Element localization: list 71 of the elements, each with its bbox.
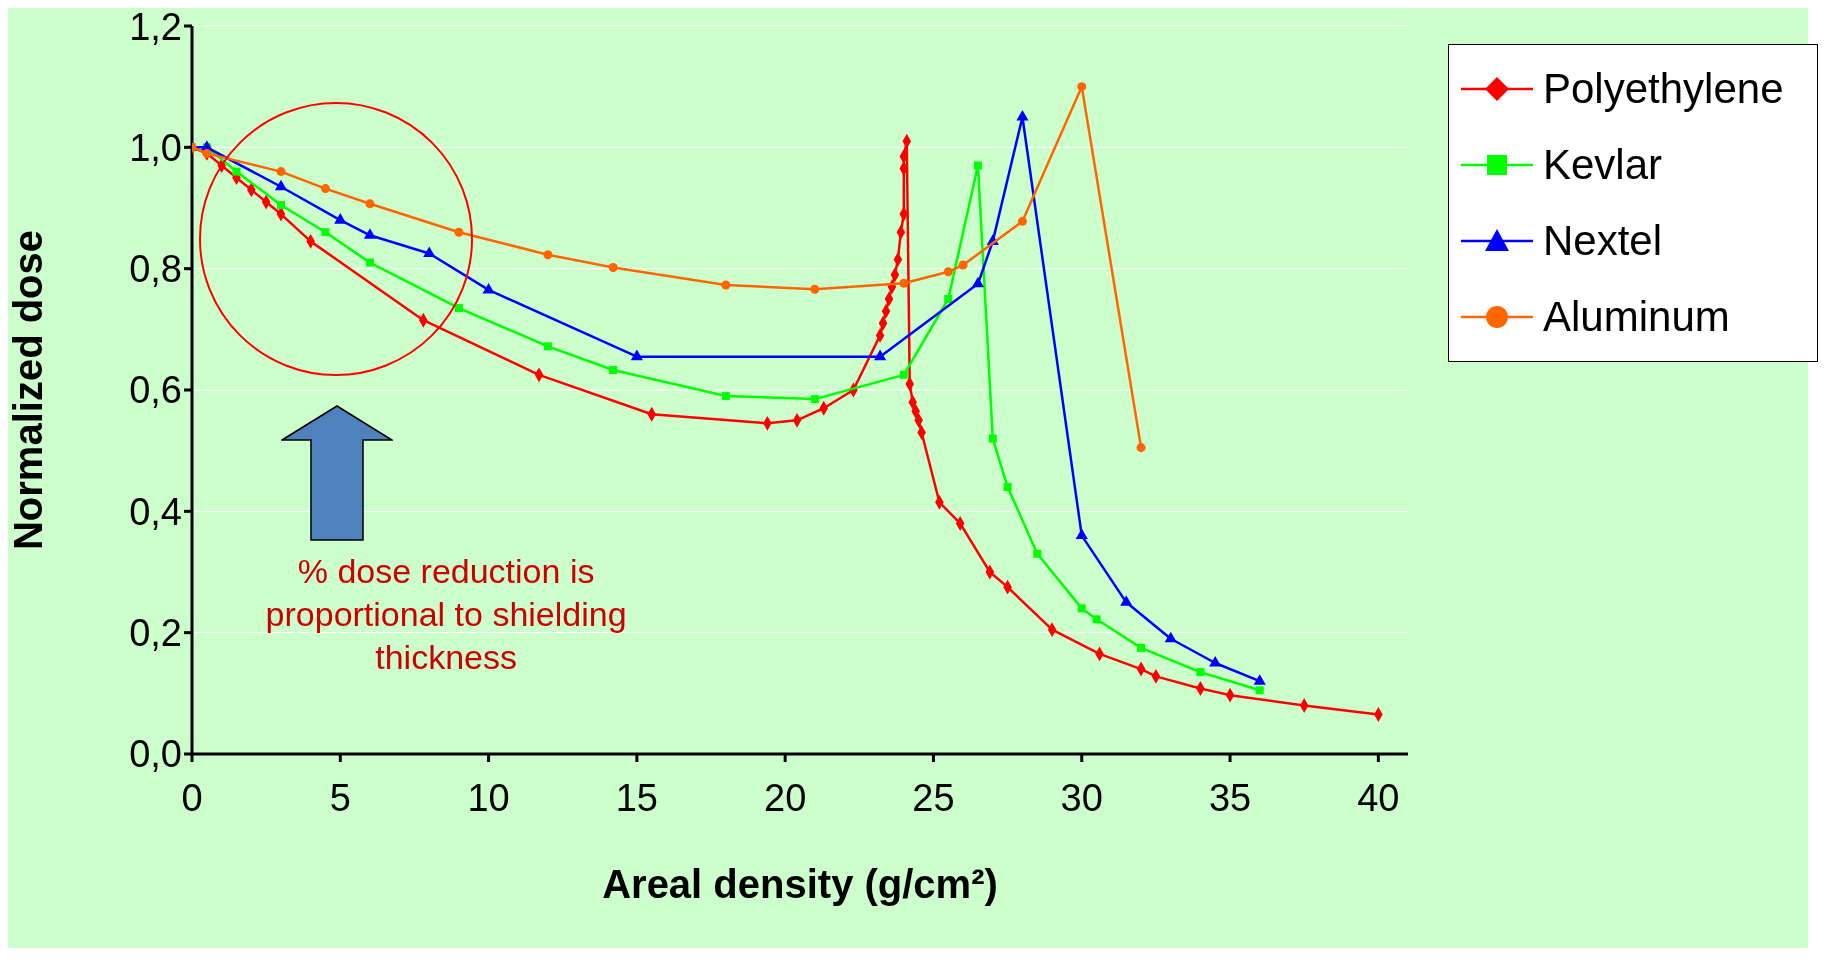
point [334,213,347,224]
point [365,258,374,267]
point [232,167,241,176]
point [971,276,985,288]
point [1033,549,1042,558]
point [276,167,286,177]
point [1120,595,1133,606]
point [973,161,982,170]
x-axis-title: Areal density (g/cm²) [602,862,998,906]
point [276,200,285,209]
point [1253,674,1266,685]
point [320,184,330,194]
x-tick-label: 30 [1060,776,1103,819]
point [1077,82,1087,92]
y-tick-label: 0,0 [129,733,182,776]
x-tick-label: 5 [329,776,351,819]
annotation: % dose reduction is proportional to shielding thickness [264,550,628,678]
point [543,250,553,260]
point [274,179,288,191]
legend-label: Aluminum [1543,293,1730,341]
point [1136,443,1146,453]
point [721,392,730,401]
point [543,342,552,351]
point [1196,668,1205,677]
point [810,284,820,294]
y-tick-label: 0,6 [129,369,182,412]
point [482,282,495,294]
point [608,262,618,272]
point [454,227,464,237]
point [1164,631,1177,643]
point [943,267,953,277]
y-tick-label: 1,0 [129,126,182,169]
x-tick-label: 40 [1357,776,1400,819]
point [1017,216,1027,226]
point [630,349,643,361]
point [874,349,887,361]
point [1077,604,1086,613]
x-tick-label: 0 [181,776,203,819]
point [423,246,436,258]
point [1003,483,1012,492]
point [363,228,377,239]
y-tick-label: 0,2 [129,612,182,655]
point [899,278,909,288]
x-tick-label: 35 [1208,776,1252,819]
y-tick-label: 0,8 [129,248,182,291]
y-tick-label: 0,4 [129,490,182,533]
y-tick-label: 1,2 [129,5,182,48]
point [944,295,953,303]
point [609,365,618,374]
point [321,228,330,237]
y-axis-title: Normalized dose [6,229,51,551]
point [1075,528,1088,540]
point [988,434,997,443]
legend-label: Polyethylene [1543,65,1784,113]
point [810,395,819,404]
point [454,304,463,313]
point [1137,643,1146,652]
x-tick-label: 10 [467,776,510,819]
legend-label: Nextel [1543,217,1663,265]
point [1209,655,1222,667]
point [721,280,731,290]
x-tick-label: 15 [615,776,659,819]
point [958,260,968,270]
point [365,199,375,209]
legend-label: Kevlar [1543,141,1663,189]
point [1016,109,1029,121]
point [1255,686,1264,695]
point [899,370,908,379]
x-tick-label: 20 [764,776,807,819]
point [1092,615,1101,624]
x-tick-label: 25 [912,776,955,819]
